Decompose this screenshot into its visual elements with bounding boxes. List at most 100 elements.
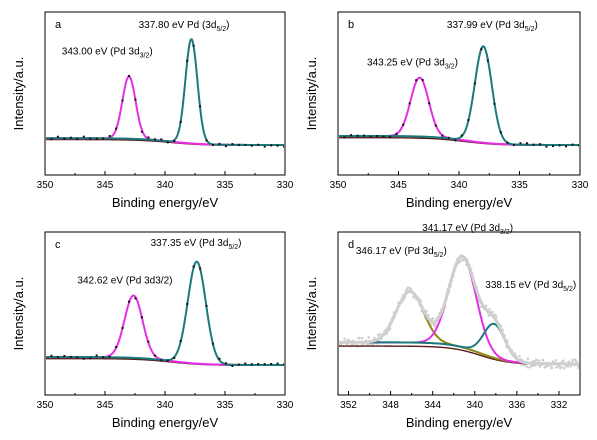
data-point xyxy=(140,316,143,319)
x-tick-label: 335 xyxy=(217,400,234,411)
data-point xyxy=(395,132,398,135)
data-point xyxy=(82,135,85,138)
data-point xyxy=(558,144,561,147)
data-point xyxy=(270,144,273,147)
data-point xyxy=(441,134,444,137)
data-point xyxy=(231,143,234,146)
annotation-subscript: 5/2 xyxy=(434,252,444,259)
data-point xyxy=(128,74,130,77)
data-point xyxy=(276,362,279,365)
panel-letter: c xyxy=(55,239,61,251)
data-point xyxy=(160,359,163,362)
annotation-subscript: 3/2 xyxy=(445,64,455,71)
data-point xyxy=(76,356,79,359)
data-point xyxy=(166,359,169,362)
x-tick-label: 344 xyxy=(424,400,441,411)
plot-frame xyxy=(337,231,581,396)
data-point xyxy=(467,119,470,122)
data-point xyxy=(493,102,496,105)
raw-data-point xyxy=(569,364,572,368)
data-point xyxy=(186,59,189,62)
peak-annotation: 346.17 eV (Pd 3d5/2) xyxy=(356,246,447,259)
peak-annotation: 343.25 eV (Pd 3d3/2) xyxy=(367,58,458,71)
peak-annotation: 342.62 eV (Pd 3d3/2) xyxy=(77,275,172,286)
panel-a: 350 345 340 335 330 Binding energy/eV Intensit… xyxy=(11,11,294,210)
annotation-suffix: ) xyxy=(238,238,241,249)
data-point xyxy=(134,297,137,300)
data-point xyxy=(270,362,273,365)
data-point xyxy=(565,145,568,148)
x-tick-label: 350 xyxy=(37,400,54,411)
data-point xyxy=(376,135,379,138)
data-point xyxy=(108,135,111,138)
peak-fit-1 xyxy=(339,255,579,365)
panel-b: 350 345 340 335 330 Binding energy/eV Intensit… xyxy=(304,11,589,210)
raw-data-point xyxy=(537,359,541,362)
annotation-suffix: ) xyxy=(443,246,446,257)
x-tick-label: 340 xyxy=(466,400,483,411)
annotation-text: 337.99 eV (Pd 3d xyxy=(447,20,525,31)
panel-letter: d xyxy=(348,239,354,251)
plot-area xyxy=(339,254,579,370)
annotation-text: 343.00 eV (Pd 3d xyxy=(62,46,140,57)
data-point xyxy=(166,141,169,144)
data-point xyxy=(343,136,346,139)
data-point xyxy=(69,136,72,139)
panel-letter: b xyxy=(348,19,354,31)
panel-d: 352 348 344 340 336 332 Binding energy/eV Inten… xyxy=(304,223,581,430)
raw-data-point xyxy=(367,336,371,339)
data-point xyxy=(212,143,214,146)
y-axis-title: Intensity/a.u. xyxy=(304,57,319,131)
x-tick-label: 330 xyxy=(572,180,589,191)
raw-data-point xyxy=(572,358,575,362)
peak-annotation: 337.99 eV (Pd 3d5/2) xyxy=(447,20,538,33)
annotation-suffix: ) xyxy=(573,280,576,291)
raw-data-point xyxy=(431,317,435,320)
x-tick-label: 336 xyxy=(509,400,526,411)
annotation-subscript: 5/2 xyxy=(525,26,535,33)
x-tick-label: 330 xyxy=(277,180,294,191)
data-point xyxy=(369,135,372,138)
raw-data-point xyxy=(560,365,563,369)
peak-fit-0 xyxy=(339,290,579,365)
annotation-subscript: 3/2 xyxy=(140,52,150,59)
annotation-subscript: 3/2 xyxy=(500,229,510,236)
raw-data-point xyxy=(526,357,530,361)
plot-frame xyxy=(337,11,581,176)
annotation-text: 338.15 eV (Pd 3d xyxy=(485,280,563,291)
data-point xyxy=(212,342,214,345)
annotation-text: 343.25 eV (Pd 3d xyxy=(367,58,445,69)
x-tick-label: 335 xyxy=(217,180,234,191)
raw-data-point xyxy=(574,359,578,363)
annotation-suffix: ) xyxy=(534,20,537,31)
data-point xyxy=(179,120,182,123)
data-point xyxy=(102,356,105,359)
data-point xyxy=(545,145,548,148)
data-point xyxy=(147,136,150,139)
data-point xyxy=(578,144,579,147)
annotation-text: 337.35 eV (Pd 3d xyxy=(151,238,229,249)
peak-annotation: 341.17 eV (Pd 3d3/2) xyxy=(422,223,513,236)
data-point xyxy=(244,143,247,146)
data-point xyxy=(519,142,522,145)
raw-data-point xyxy=(550,366,554,370)
x-tick-label: 330 xyxy=(277,400,294,411)
data-point xyxy=(63,137,66,140)
raw-data-point xyxy=(358,336,361,340)
data-point xyxy=(147,340,150,343)
raw-data-point xyxy=(534,358,538,362)
annotation-suffix: ) xyxy=(226,20,229,31)
annotation-suffix: ) xyxy=(510,223,513,234)
data-point xyxy=(56,356,59,359)
data-point xyxy=(69,355,72,358)
raw-data-point xyxy=(562,366,566,370)
data-point xyxy=(50,354,53,357)
data-point xyxy=(192,44,195,47)
data-point xyxy=(257,143,260,146)
peak-fit-0 xyxy=(339,76,579,147)
data-point xyxy=(134,98,137,101)
x-tick-label: 340 xyxy=(157,400,174,411)
plot-frame xyxy=(44,11,286,176)
data-point xyxy=(173,357,176,360)
raw-data-point xyxy=(343,337,346,341)
